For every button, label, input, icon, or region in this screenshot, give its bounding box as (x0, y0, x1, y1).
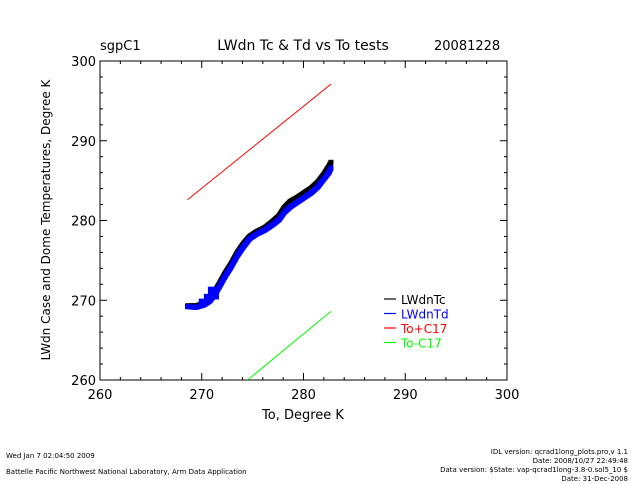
footer-data-date: Date: 31-Dec-2008 (561, 475, 628, 483)
y-axis-label: LWdn Case and Dome Temperatures, Degree … (39, 78, 53, 360)
data-point-cluster (207, 286, 216, 295)
data-point-cluster (198, 298, 207, 307)
footer-data-version: Data version: $State: vap-qcrad1long-3.8… (440, 466, 628, 474)
legend-label: To-C17 (400, 337, 442, 351)
data-point (328, 159, 334, 165)
series-to-c17 (187, 83, 332, 201)
series-to-c17 (247, 311, 332, 381)
footer-idl-version: IDL version: qcrad1long_plots.pro,v 1.1 (490, 448, 628, 456)
y-tick-label: 270 (71, 294, 96, 309)
footer-organization: Battelle Pacific Northwest National Labo… (6, 468, 247, 476)
series-layer (185, 83, 334, 381)
x-tick-label: 300 (495, 388, 520, 403)
data-point (328, 165, 334, 171)
chart-title: LWdn Tc & Td vs To tests (217, 38, 389, 54)
series-line (247, 311, 332, 381)
chart-date: 20081228 (434, 39, 500, 54)
footer-proc-date: Date: 2008/10/27 22:49:48 (532, 457, 628, 465)
footer-timestamp: Wed Jan 7 02:04:50 2009 (6, 452, 95, 460)
legend-label: LWdnTc (401, 293, 446, 307)
x-axis-label: To, Degree K (261, 408, 344, 423)
legend-label: To+C17 (400, 322, 447, 336)
y-axis: 260 270 280 290 300 (71, 55, 507, 389)
data-point-cluster (210, 291, 219, 300)
y-tick-label: 300 (71, 55, 96, 70)
x-tick-label: 270 (189, 388, 214, 403)
x-axis: 260 270 280 290 300 (88, 61, 520, 403)
y-tick-label: 280 (71, 215, 96, 230)
x-tick-label: 290 (393, 388, 418, 403)
y-tick-label: 290 (71, 135, 96, 150)
legend-label: LWdnTd (401, 308, 449, 322)
y-tick-label: 260 (71, 374, 96, 389)
x-tick-label: 260 (88, 388, 113, 403)
data-point-cluster (203, 293, 212, 302)
x-tick-label: 280 (291, 388, 316, 403)
site-label: sgpC1 (100, 39, 141, 54)
footer-version-block: IDL version: qcrad1long_plots.pro,v 1.1 … (440, 448, 628, 484)
series-line (187, 83, 332, 201)
